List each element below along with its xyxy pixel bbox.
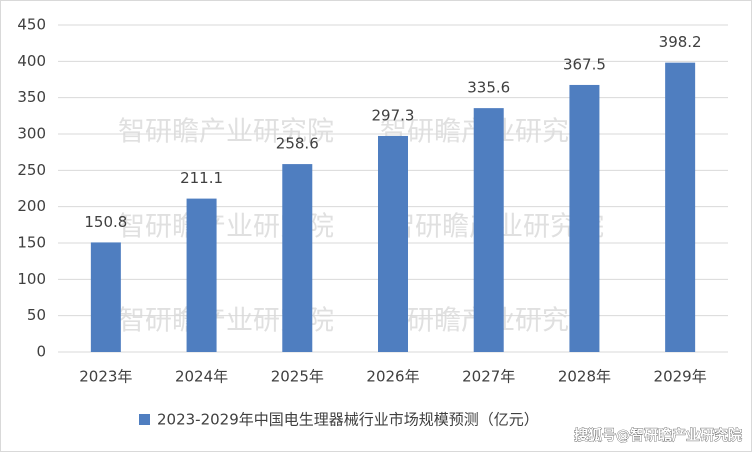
y-tick-label: 0 bbox=[36, 343, 46, 361]
y-tick-label: 50 bbox=[27, 306, 46, 324]
bar bbox=[282, 164, 313, 352]
data-label: 211.1 bbox=[180, 169, 223, 187]
x-tick-label: 2024年 bbox=[175, 368, 228, 386]
y-tick-label: 350 bbox=[17, 88, 46, 106]
bar bbox=[90, 242, 121, 352]
x-tick-label: 2023年 bbox=[79, 368, 132, 386]
data-label: 335.6 bbox=[467, 79, 510, 97]
y-tick-label: 100 bbox=[17, 270, 46, 288]
x-tick-label: 2025年 bbox=[271, 368, 324, 386]
legend-label: 2023-2029年中国电生理器械行业市场规模预测（亿元） bbox=[157, 411, 539, 429]
legend-swatch bbox=[139, 414, 150, 425]
y-tick-label: 200 bbox=[17, 197, 46, 215]
y-tick-label: 150 bbox=[17, 234, 46, 252]
data-label: 297.3 bbox=[372, 106, 415, 124]
bar bbox=[378, 135, 408, 352]
bar bbox=[473, 108, 504, 352]
data-label: 367.5 bbox=[563, 55, 606, 73]
x-tick-label: 2028年 bbox=[558, 368, 611, 386]
watermark: 智研瞻产业研究院 bbox=[118, 117, 334, 148]
bar bbox=[569, 84, 600, 352]
data-label: 398.2 bbox=[659, 33, 702, 51]
y-tick-label: 400 bbox=[17, 52, 46, 70]
y-tick-label: 250 bbox=[17, 161, 46, 179]
source-note: 搜狐号@智研瞻产业研究院 bbox=[574, 427, 742, 444]
x-tick-label: 2026年 bbox=[366, 368, 419, 386]
x-tick-label: 2029年 bbox=[654, 368, 707, 386]
bar bbox=[665, 62, 696, 353]
data-label: 258.6 bbox=[276, 135, 319, 153]
data-label: 150.8 bbox=[84, 213, 127, 231]
x-tick-label: 2027年 bbox=[462, 368, 515, 386]
y-tick-label: 450 bbox=[17, 16, 46, 34]
bar bbox=[186, 198, 217, 352]
y-tick-label: 300 bbox=[17, 125, 46, 143]
